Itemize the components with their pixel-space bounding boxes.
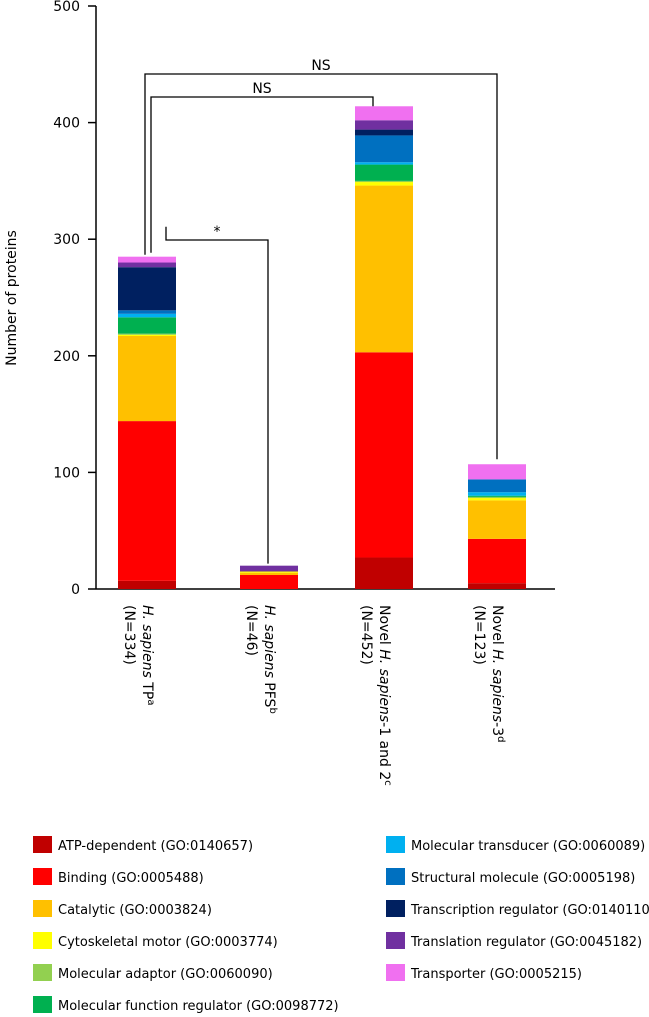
label-part: H. sapiens [489, 649, 505, 722]
bar-segment [468, 464, 526, 480]
label-part: d [496, 736, 507, 742]
x-tick-sublabel: (N=123) [471, 605, 487, 665]
y-tick-label: 500 [53, 0, 80, 15]
bar-segment [468, 495, 526, 497]
bar-segment [118, 267, 176, 311]
label-part: H. sapiens [261, 605, 277, 678]
label-part: PFS [261, 678, 277, 708]
bar-segment [240, 575, 298, 589]
bar-segment [118, 256, 176, 263]
legend-label: Molecular function regulator (GO:0098772… [58, 999, 339, 1014]
x-tick-sublabel: (N=46) [243, 605, 259, 656]
bar-segment [355, 120, 413, 130]
x-tick-sublabel: (N=334) [121, 605, 137, 665]
y-tick-label: 200 [53, 349, 80, 365]
y-tick-label: 0 [71, 582, 80, 598]
bar-segment [355, 162, 413, 165]
label-part: b [268, 707, 279, 713]
significance-label: NS [311, 58, 330, 74]
bar-segment [355, 135, 413, 163]
legend-label: Molecular transducer (GO:0060089) [411, 839, 645, 854]
bar-segment [468, 500, 526, 539]
bar-segment [118, 580, 176, 589]
x-tick-label: H. sapiens PFSb [261, 605, 279, 714]
label-part: H. sapiens [376, 649, 392, 722]
y-axis-label: Number of proteins [4, 230, 20, 366]
bar-segment [118, 333, 176, 335]
bar-segment [118, 421, 176, 581]
legend-swatch [386, 964, 405, 981]
legend-label: Transporter (GO:0005215) [410, 967, 582, 982]
legend-label: Structural molecule (GO:0005198) [411, 871, 635, 886]
legend-swatch [33, 964, 52, 981]
bar-segment [355, 164, 413, 181]
bar-segment [118, 313, 176, 318]
y-tick-label: 400 [53, 116, 80, 132]
bar-segment [355, 185, 413, 353]
x-tick-label: Novel H. sapiens-3d [489, 605, 507, 742]
label-part: -1 and 2 [376, 722, 392, 780]
legend-swatch [33, 836, 52, 853]
significance-bracket [150, 96, 374, 253]
legend-swatch [33, 900, 52, 917]
legend-swatch [386, 900, 405, 917]
significance-bracket [144, 73, 498, 460]
bar-segment [118, 310, 176, 314]
x-tick-label: Novel H. sapiens-1 and 2c [376, 605, 394, 786]
legend-swatch [33, 932, 52, 949]
y-tick-label: 300 [53, 232, 80, 248]
bar-segment [355, 180, 413, 183]
legend-label: Binding (GO:0005488) [58, 871, 204, 886]
bar-segment [118, 317, 176, 334]
significance-label: * [214, 224, 221, 240]
bar-segment [355, 182, 413, 186]
bar-segment [118, 334, 176, 336]
label-part: Novel [489, 605, 505, 649]
significance-label: NS [252, 81, 271, 97]
legend-swatch [33, 996, 52, 1013]
bar-segment [240, 572, 298, 576]
bar-segment [118, 335, 176, 422]
significance-bracket [165, 226, 269, 564]
legend-label: Translation regulator (GO:0045182) [410, 935, 642, 950]
bar-segment [355, 129, 413, 136]
bar-segment [240, 571, 298, 573]
label-part: -3 [489, 722, 505, 736]
bar-segment [355, 352, 413, 558]
legend-swatch [386, 932, 405, 949]
bar-segment [468, 479, 526, 493]
label-part: TP [139, 678, 155, 699]
label-part: H. sapiens [139, 605, 155, 678]
bar-segment [355, 106, 413, 121]
bar-segment [240, 565, 298, 572]
bar-segment [118, 262, 176, 268]
label-part: a [146, 699, 157, 705]
legend-swatch [386, 868, 405, 885]
legend-label: Catalytic (GO:0003824) [58, 903, 212, 918]
legend-label: ATP-dependent (GO:0140657) [58, 839, 253, 854]
label-part: c [383, 780, 394, 786]
x-tick-label: H. sapiens TPa [139, 605, 157, 705]
bar-segment [468, 538, 526, 584]
legend-swatch [33, 868, 52, 885]
y-tick-label: 100 [53, 465, 80, 481]
x-tick-sublabel: (N=452) [358, 605, 374, 665]
legend-label: Molecular adaptor (GO:0060090) [58, 967, 273, 982]
label-part: Novel [376, 605, 392, 649]
bar-segment [468, 583, 526, 589]
legend-label: Transcription regulator (GO:0140110) [410, 903, 649, 918]
bar-segment [355, 557, 413, 589]
legend-label: Cytoskeletal motor (GO:0003774) [58, 935, 278, 950]
bar-segment [468, 496, 526, 499]
bar-segment [468, 492, 526, 496]
legend-swatch [386, 836, 405, 853]
legend: ATP-dependent (GO:0140657) Binding (GO:00… [33, 836, 649, 1014]
bar-segment [468, 498, 526, 501]
